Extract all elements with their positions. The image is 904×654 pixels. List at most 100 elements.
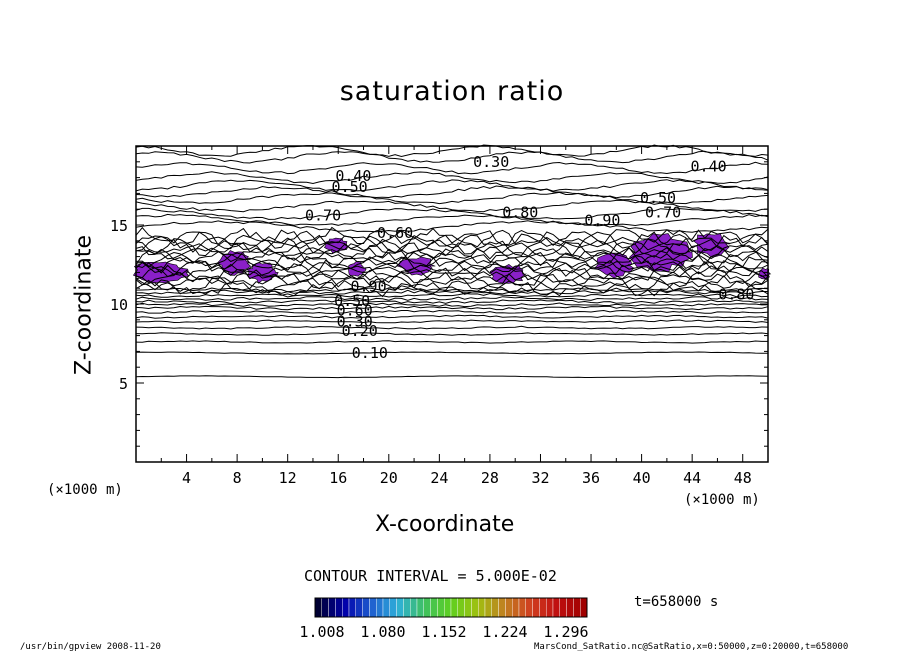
x-tick-label: 12: [279, 469, 297, 487]
colorbar-tick-label: 1.080: [360, 623, 405, 641]
contour-label: 0.70: [645, 203, 681, 221]
x-axis-ticks: 4 8 12 16 20 24 28 32 36 40 44 48: [160, 146, 752, 487]
contour-label: 0.30: [473, 153, 509, 171]
colorbar-tick-label: 1.008: [299, 623, 344, 641]
contour-line: [135, 226, 769, 246]
x-unit-left: (×1000 m): [47, 482, 123, 498]
y-tick-label: 5: [119, 375, 128, 393]
colorbar-tick-label: 1.296: [543, 623, 588, 641]
colorbar-cell: [525, 597, 533, 618]
colorbar-cell: [573, 597, 581, 618]
colorbar-cell: [464, 597, 472, 618]
colorbar-cell: [396, 597, 404, 618]
contour-line: [135, 325, 769, 330]
colorbar-cell: [552, 597, 561, 618]
colorbar-cell: [342, 597, 350, 618]
time-label: t=658000 s: [634, 594, 719, 610]
contour-label: 0.50: [334, 292, 370, 310]
contour-label: 0.40: [691, 158, 727, 176]
x-tick-label: 48: [734, 469, 752, 487]
contour-line: [135, 229, 769, 250]
x-tick-label: 24: [430, 469, 448, 487]
contour-line: [135, 191, 769, 205]
x-unit-right: (×1000 m): [684, 492, 760, 508]
contour-line: [135, 207, 769, 220]
contour-label: 0.60: [337, 301, 373, 319]
x-tick-label: 36: [582, 469, 600, 487]
colorbar-cell: [444, 597, 452, 618]
y-tick-label: 15: [110, 217, 128, 235]
contour-label: 0.90: [584, 211, 620, 229]
colorbar-cell: [498, 597, 506, 618]
x-tick-label: 4: [182, 469, 191, 487]
x-axis-label: X-coordinate: [375, 512, 515, 537]
y-axis-label: Z-coordinate: [71, 235, 97, 375]
contour-label: 0.40: [335, 167, 371, 185]
contour-line: [135, 275, 769, 295]
contour-line: [135, 185, 769, 199]
contour-line: [135, 302, 769, 308]
colorbar-cell: [559, 597, 567, 618]
contour-label: 0.80: [502, 203, 538, 221]
colorbar-tick-label: 1.224: [482, 623, 527, 641]
colorbar-cell: [457, 597, 465, 618]
y-tick-label: 10: [110, 296, 128, 314]
colorbar-cell: [410, 597, 418, 618]
contour-line: [135, 299, 769, 305]
contour-label: 0.20: [342, 322, 378, 340]
contour-line: [135, 264, 769, 284]
contour-line: [135, 267, 769, 288]
contour-line: [135, 351, 768, 355]
contour-line: [135, 161, 769, 175]
x-tick-label: 16: [329, 469, 347, 487]
contour-line: [135, 289, 768, 295]
contour-line: [135, 305, 769, 311]
contour-line: [135, 292, 769, 298]
colorbar-cell: [376, 597, 384, 618]
x-tick-label: 32: [531, 469, 549, 487]
colorbar-cell: [484, 597, 493, 618]
contour-line: [135, 213, 769, 227]
contour-label: 0.50: [332, 178, 368, 196]
contour-line: [135, 244, 769, 263]
colorbar-cell: [321, 597, 329, 618]
colorbar-cell: [328, 597, 336, 618]
x-tick-label: 8: [233, 469, 242, 487]
colorbar-cell: [580, 597, 588, 618]
colorbar-cell: [362, 597, 370, 618]
contour-line: [135, 199, 769, 213]
colorbar-cell: [382, 597, 391, 618]
contour-line: [135, 233, 769, 253]
colorbar: 1.008 1.080 1.152 1.224 1.296: [299, 597, 589, 641]
contour-line: [135, 332, 769, 336]
contour-line: [135, 375, 769, 379]
colorbar-cell: [355, 597, 363, 618]
footer-left: /usr/bin/gpview 2008-11-20: [20, 642, 161, 652]
contour-label: 0.30: [337, 312, 373, 330]
colorbar-cell: [430, 597, 438, 618]
colorbar-cell: [505, 597, 513, 618]
contour-label: 0.80: [718, 286, 754, 304]
contour-line: [135, 271, 769, 291]
contour-label: 0.10: [352, 344, 388, 362]
contour-label: 0.70: [305, 207, 341, 225]
colorbar-cell: [518, 597, 527, 618]
x-tick-label: 20: [380, 469, 398, 487]
colorbar-cell: [471, 597, 479, 618]
colorbar-cell: [546, 597, 554, 618]
contour-line: [135, 236, 769, 257]
contour-line: [135, 278, 769, 298]
contour-label: 0.60: [377, 224, 413, 242]
colorbar-cell: [491, 597, 499, 618]
contour-line: [135, 319, 769, 324]
chart-title: saturation ratio: [339, 76, 565, 107]
contour-line: [135, 296, 769, 301]
colorbar-cell: [416, 597, 425, 618]
colorbar-cell: [512, 597, 520, 618]
contour-line: [135, 257, 769, 278]
colorbar-cell: [478, 597, 486, 618]
colorbar-cell: [403, 597, 411, 618]
contour-label: 0.50: [640, 189, 676, 207]
contour-interval-label: CONTOUR INTERVAL = 5.000E-02: [304, 567, 557, 585]
